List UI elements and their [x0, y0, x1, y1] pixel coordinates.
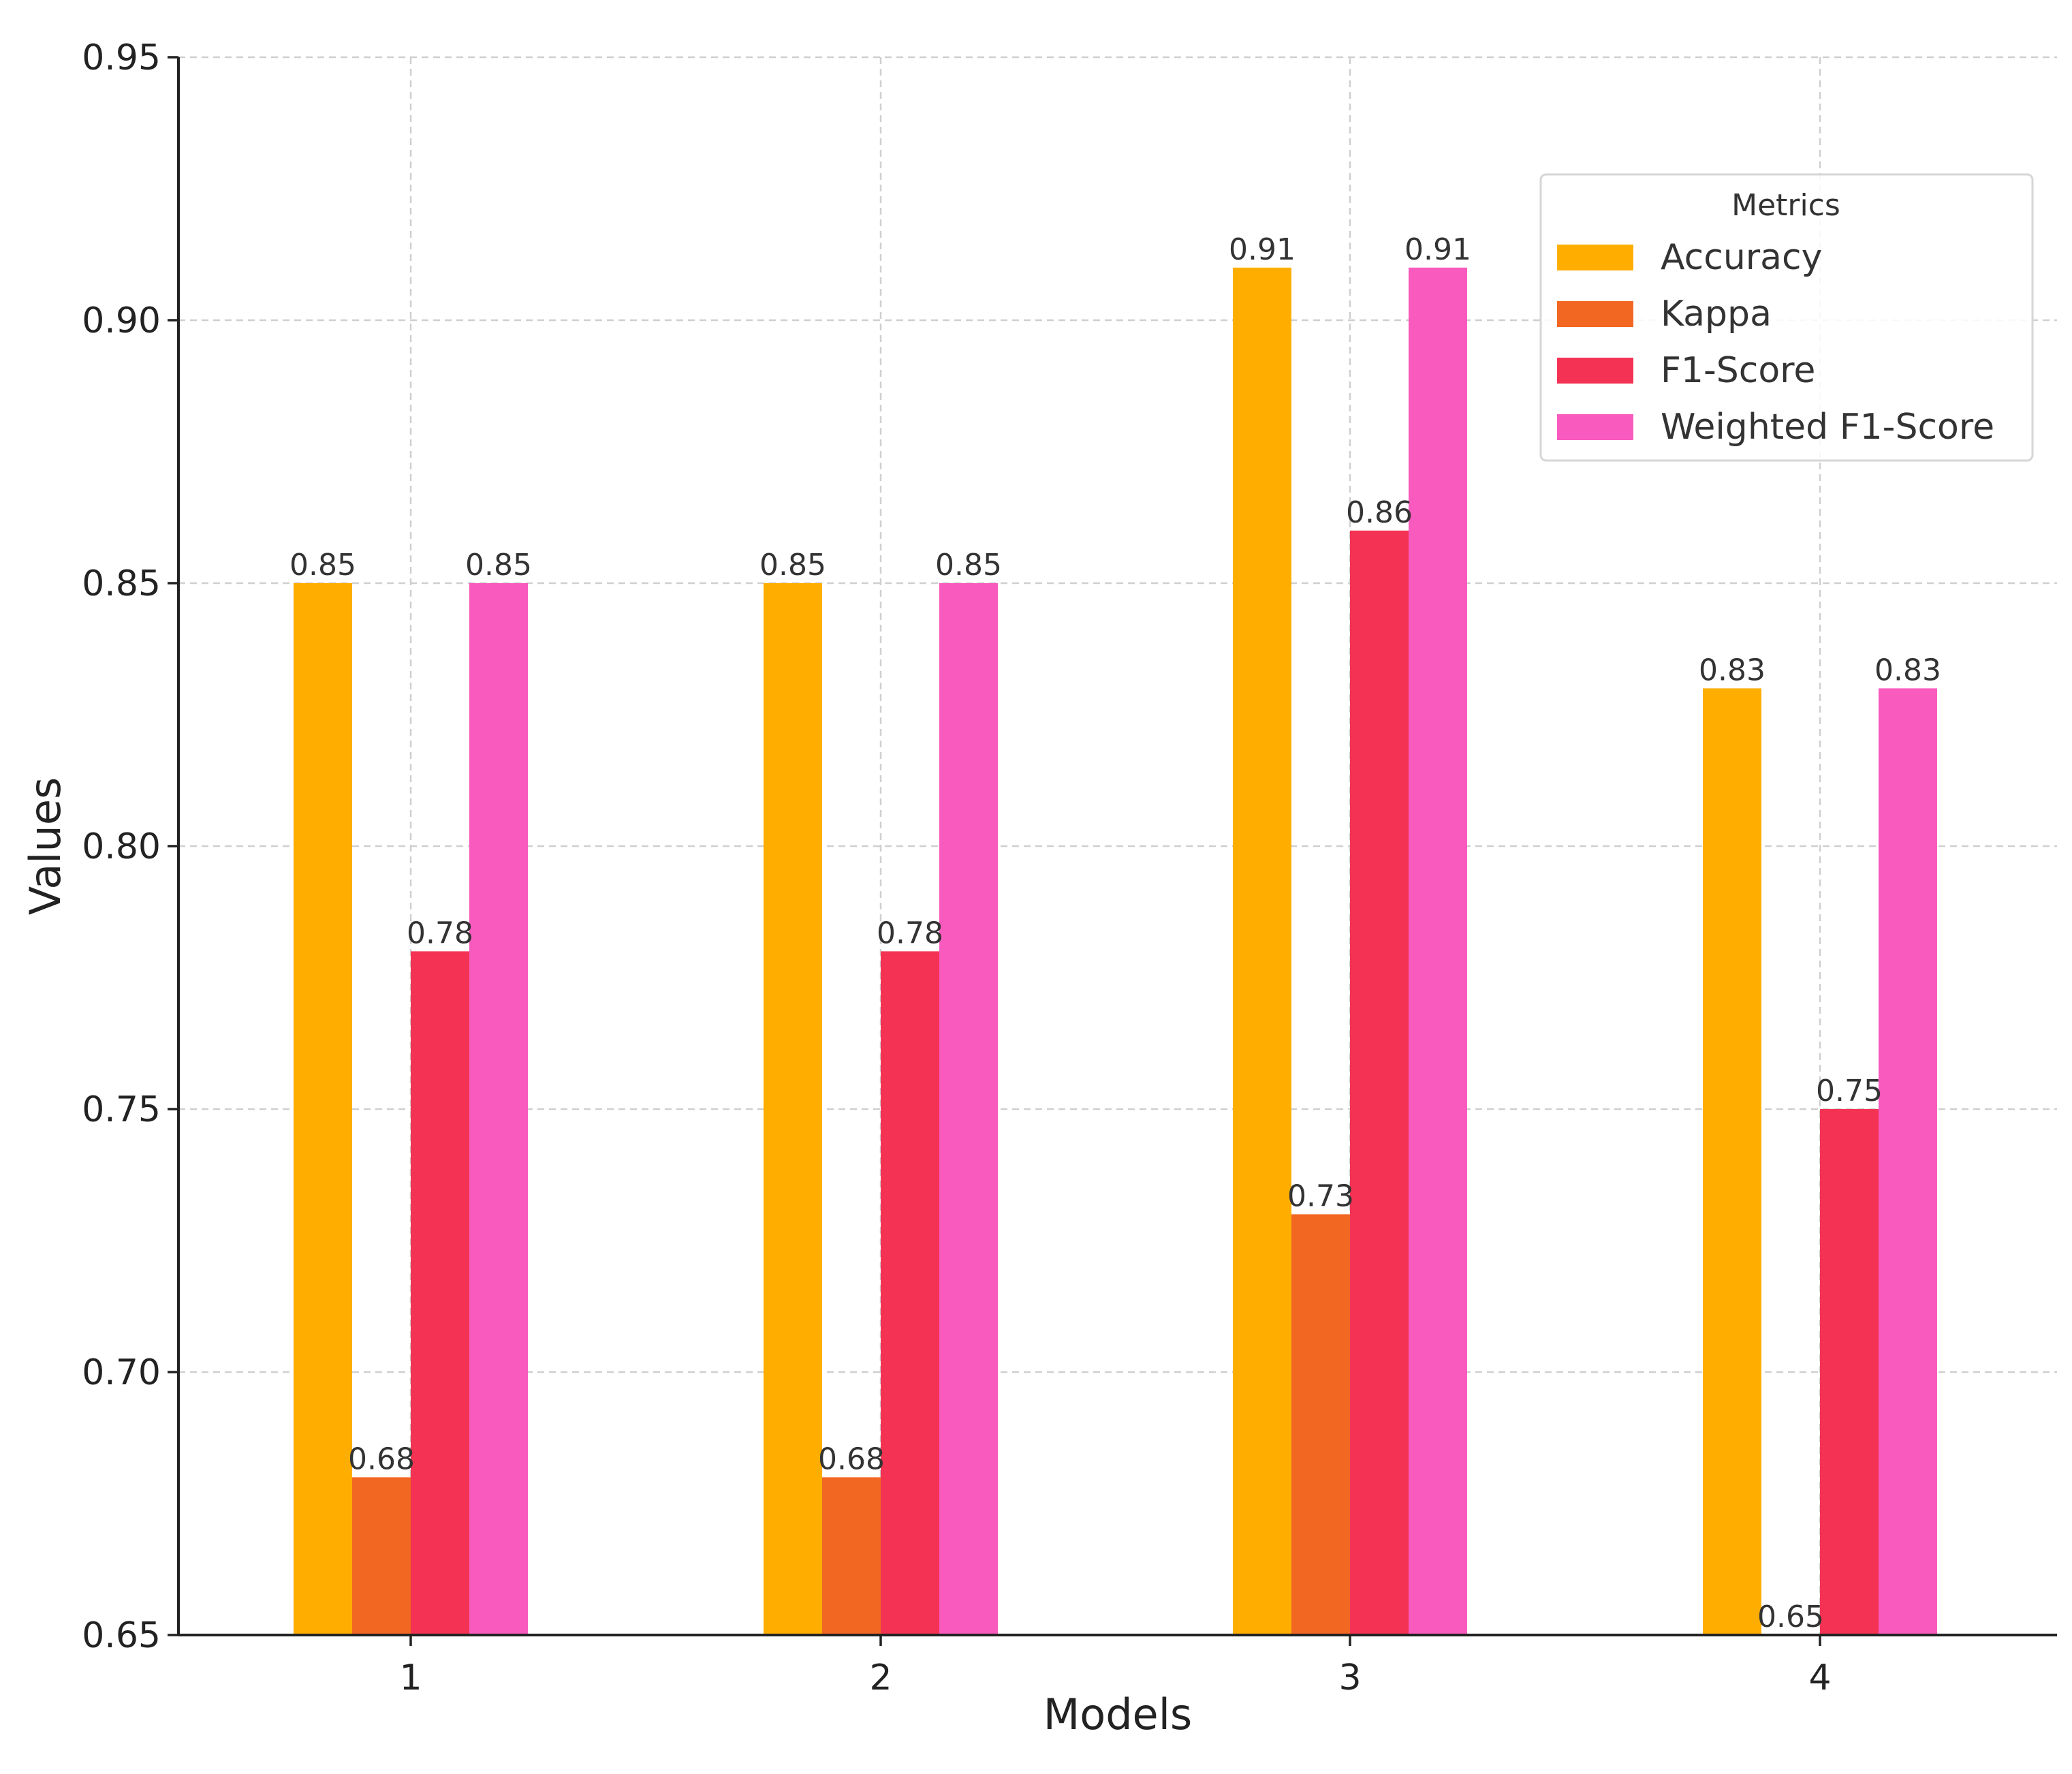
legend-items: Accuracy Kappa F1-Score Weighted F1-Score [1557, 237, 1994, 448]
bar-value-label: 0.78 [877, 916, 943, 950]
y-tick-label: 0.70 [82, 1352, 161, 1393]
legend-title: Metrics [1731, 188, 1840, 223]
bar-value-label: 0.85 [289, 548, 356, 582]
bar-value-label: 0.85 [759, 548, 826, 582]
axes: 0.65 0.70 0.75 0.80 0.85 0.90 0.95 1 2 3 4 [82, 37, 2057, 1698]
bar-value-label: 0.91 [1229, 232, 1296, 267]
y-tick-label: 0.85 [82, 563, 161, 604]
bar-value-label: 0.86 [1346, 495, 1413, 530]
legend-frame [1539, 173, 2034, 462]
legend-label: F1-Score [1661, 350, 1815, 391]
bar-value-label: 0.83 [1699, 653, 1765, 687]
bar [352, 1477, 411, 1635]
y-tick-label: 0.65 [82, 1615, 161, 1656]
bar [294, 583, 352, 1635]
y-axis-title: Values [20, 777, 70, 916]
legend: Metrics Accuracy Kappa F1-Score Weighted F1… [1539, 173, 2034, 462]
y-tick-label: 0.95 [82, 37, 161, 78]
legend-swatch [1557, 414, 1633, 440]
x-axis-title: Models [1043, 1690, 1192, 1739]
bar [939, 583, 998, 1635]
bar [1703, 688, 1761, 1635]
bar-value-label: 0.85 [935, 548, 1002, 582]
bar [469, 583, 528, 1635]
bar [1409, 267, 1467, 1635]
bar [411, 951, 469, 1635]
legend-swatch [1557, 245, 1633, 270]
bar-value-label: 0.75 [1816, 1074, 1883, 1108]
bar-value-label: 0.73 [1287, 1179, 1354, 1213]
bar [1820, 1109, 1879, 1635]
legend-swatch [1557, 301, 1633, 327]
y-tick-label: 0.75 [82, 1089, 161, 1130]
y-tick-label: 0.80 [82, 826, 161, 867]
bar-value-label: 0.91 [1404, 232, 1471, 267]
legend-label: Weighted F1-Score [1661, 407, 1994, 448]
legend-swatch [1557, 358, 1633, 384]
x-tick-label: 2 [869, 1658, 892, 1698]
legend-label: Accuracy [1661, 237, 1822, 278]
x-tick-label: 1 [399, 1658, 422, 1698]
legend-label: Kappa [1661, 294, 1772, 334]
bar-value-label: 0.85 [465, 548, 532, 582]
value-labels: 0.85 0.85 0.91 0.83 0.68 0.68 0.73 0.65 0.78 0.78… [289, 232, 1941, 1634]
bar [1879, 688, 1937, 1635]
bar-value-label: 0.68 [818, 1442, 885, 1476]
bar-value-label: 0.65 [1757, 1600, 1824, 1634]
bar [1291, 1214, 1350, 1635]
bar-value-label: 0.83 [1874, 653, 1941, 687]
x-tick-label: 3 [1338, 1658, 1361, 1698]
x-tick-label: 4 [1808, 1658, 1831, 1698]
bar [1233, 267, 1291, 1635]
y-tick-label: 0.90 [82, 300, 161, 341]
bar [764, 583, 822, 1635]
bar-value-label: 0.78 [407, 916, 473, 950]
bar [822, 1477, 881, 1635]
bars [294, 267, 1937, 1635]
bar-value-label: 0.68 [348, 1442, 415, 1476]
bar [881, 951, 939, 1635]
bar [1350, 530, 1409, 1635]
